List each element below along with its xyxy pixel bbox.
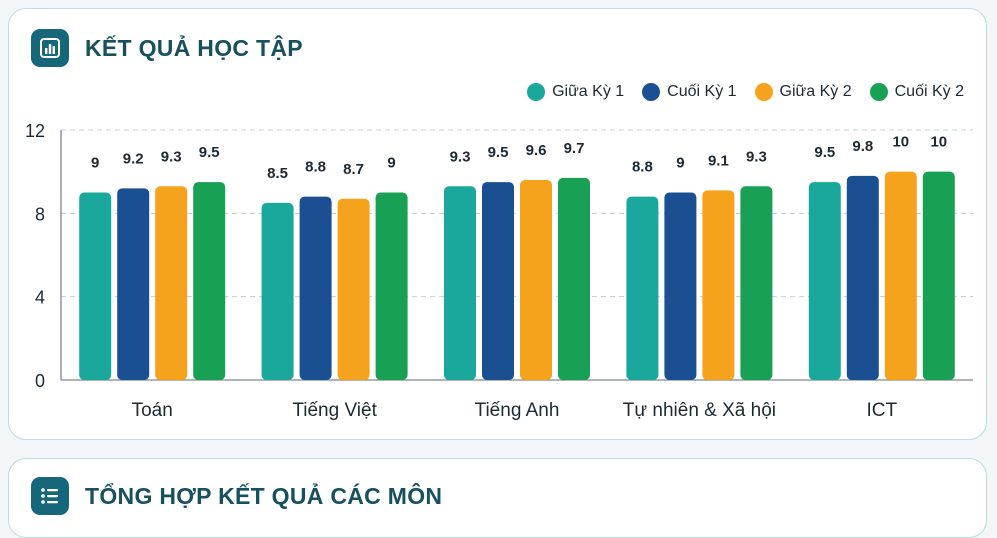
academic-results-card: KẾT QUẢ HỌC TẬP Giữa Kỳ 1 Cuối Kỳ 1 Giữa… — [8, 8, 987, 440]
data-label: 9 — [676, 155, 684, 172]
data-label: 9.6 — [526, 142, 547, 159]
bar — [117, 188, 150, 380]
checklist-icon — [31, 477, 69, 515]
bar — [626, 196, 659, 380]
bar — [261, 202, 294, 380]
bar — [664, 192, 697, 380]
legend-swatch — [869, 83, 888, 101]
legend-label: Giữa Kỳ 2 — [779, 83, 852, 100]
data-label: 9.5 — [199, 144, 220, 161]
data-label: 10 — [930, 134, 947, 151]
y-tick-label: 12 — [25, 121, 45, 141]
bar-chart-icon — [31, 29, 69, 67]
x-tick-label: Tiếng Anh — [475, 400, 560, 421]
x-tick-label: Toán — [132, 400, 173, 421]
bar — [846, 175, 879, 380]
bar — [79, 192, 112, 380]
legend-swatch — [642, 83, 661, 101]
x-tick-label: Tiếng Việt — [292, 400, 377, 421]
data-label: 9.2 — [123, 150, 144, 167]
data-label: 9.3 — [746, 148, 767, 165]
data-label: 9 — [91, 155, 99, 172]
legend-item-cuoi-ky-2: Cuối Kỳ 2 — [869, 83, 964, 101]
data-label: 9.3 — [450, 148, 471, 165]
bar — [375, 192, 408, 380]
y-tick-label: 0 — [35, 371, 45, 391]
data-label: 10 — [892, 134, 909, 151]
bar — [884, 171, 917, 380]
data-label: 8.7 — [343, 161, 364, 178]
bar — [808, 182, 841, 380]
bar — [482, 182, 514, 380]
data-label: 8.8 — [632, 159, 653, 176]
data-label: 9.3 — [161, 148, 182, 165]
data-label: 8.8 — [305, 159, 326, 176]
data-label: 9.5 — [814, 144, 835, 161]
bar — [558, 177, 590, 380]
bar — [299, 196, 332, 380]
legend-item-giua-ky-1: Giữa Kỳ 1 — [527, 83, 624, 101]
x-tick-label: Tự nhiên & Xã hội — [623, 400, 776, 421]
legend-item-cuoi-ky-1: Cuối Kỳ 1 — [642, 83, 737, 101]
data-label: 9.7 — [564, 140, 585, 157]
legend-label: Giữa Kỳ 1 — [552, 83, 625, 100]
data-label: 9.5 — [488, 144, 509, 161]
bar — [740, 186, 773, 380]
bar — [444, 186, 476, 380]
legend-swatch — [527, 83, 546, 101]
bar — [155, 186, 188, 380]
subject-summary-card: TỔNG HỢP KẾT QUẢ CÁC MÔN — [8, 458, 987, 538]
bar — [193, 182, 226, 380]
y-tick-label: 8 — [35, 204, 45, 224]
legend-item-giua-ky-2: Giữa Kỳ 2 — [754, 83, 852, 101]
chart-legend: Giữa Kỳ 1 Cuối Kỳ 1 Giữa Kỳ 2 Cuối Kỳ 2 — [527, 83, 964, 101]
bar — [702, 190, 735, 380]
data-label: 9.8 — [852, 138, 873, 155]
section-title: TỔNG HỢP KẾT QUẢ CÁC MÔN — [85, 483, 443, 509]
data-label: 9 — [387, 155, 395, 172]
section-title: KẾT QUẢ HỌC TẬP — [85, 35, 303, 61]
legend-swatch — [754, 83, 773, 101]
legend-label: Cuối Kỳ 2 — [894, 83, 964, 100]
x-tick-label: ICT — [866, 400, 897, 421]
bar — [520, 180, 552, 380]
data-label: 9.1 — [708, 152, 729, 169]
legend-label: Cuối Kỳ 1 — [667, 83, 737, 100]
bar — [337, 198, 370, 380]
data-label: 8.5 — [267, 165, 288, 182]
bar-chart: 0 4 8 12 9 9.2 9.3 9.5 Toán 8.5 8.8 8.7 9 Tiếng Việt 9… — [25, 121, 973, 421]
y-tick-label: 4 — [35, 288, 45, 308]
bar — [922, 171, 955, 380]
